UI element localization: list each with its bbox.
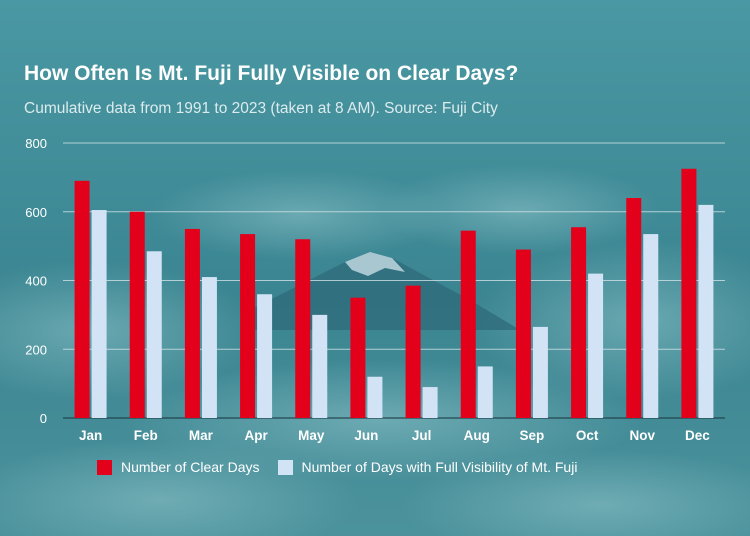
x-tick-label: Jun: [354, 428, 378, 443]
bar-full-visibility: [201, 277, 217, 418]
chart-title: How Often Is Mt. Fuji Fully Visible on C…: [24, 62, 519, 85]
legend-swatch-clear-days: [97, 459, 112, 475]
bar-full-visibility: [312, 314, 328, 418]
bar-full-visibility: [367, 376, 383, 418]
bar-full-visibility: [643, 234, 659, 418]
bar-full-visibility: [257, 294, 273, 418]
x-tick-label: Oct: [576, 428, 599, 443]
bar-clear-days: [184, 228, 200, 418]
legend-label-clear-days: Number of Clear Days: [121, 459, 260, 475]
y-tick-label: 200: [25, 342, 47, 357]
x-tick-label: Aug: [464, 428, 490, 443]
bar-full-visibility: [146, 251, 162, 418]
bar-full-visibility: [477, 366, 493, 418]
bar-clear-days: [626, 198, 642, 418]
bar-clear-days: [405, 285, 421, 418]
legend-item-clear-days: Number of Clear Days: [97, 459, 260, 475]
mountain-silhouette: [250, 252, 520, 330]
y-tick-label: 0: [40, 411, 47, 426]
x-tick-label: Sep: [520, 428, 545, 443]
legend-item-full-visibility: Number of Days with Full Visibility of M…: [277, 459, 578, 475]
bar-clear-days: [350, 297, 366, 418]
x-tick-label: Apr: [244, 428, 268, 443]
bar-full-visibility: [91, 210, 107, 418]
bar-clear-days: [240, 234, 256, 418]
x-tick-label: Dec: [685, 428, 710, 443]
x-tick-label: Mar: [189, 428, 214, 443]
bar-clear-days: [460, 230, 476, 418]
bar-clear-days: [295, 239, 311, 418]
y-tick-label: 800: [25, 136, 47, 151]
bar-full-visibility: [698, 204, 714, 418]
bar-clear-days: [129, 211, 145, 418]
y-tick-label: 400: [25, 274, 47, 289]
bar-full-visibility: [422, 387, 438, 418]
bar-clear-days: [681, 168, 697, 418]
bar-clear-days: [74, 180, 90, 418]
x-tick-label: Jan: [79, 428, 102, 443]
x-tick-label: Feb: [134, 428, 158, 443]
x-tick-label: Nov: [629, 428, 655, 443]
bar-full-visibility: [532, 326, 548, 418]
x-tick-label: Jul: [412, 428, 432, 443]
x-tick-label: May: [298, 428, 325, 443]
bar-clear-days: [571, 227, 587, 418]
legend-label-full-visibility: Number of Days with Full Visibility of M…: [301, 459, 578, 475]
bar-clear-days: [515, 249, 531, 418]
chart-subtitle: Cumulative data from 1991 to 2023 (taken…: [24, 100, 498, 117]
chart-legend: Number of Clear Days Number of Days with…: [97, 459, 577, 475]
legend-swatch-full-visibility: [277, 459, 293, 475]
bar-full-visibility: [588, 273, 604, 418]
y-tick-label: 600: [25, 205, 47, 220]
